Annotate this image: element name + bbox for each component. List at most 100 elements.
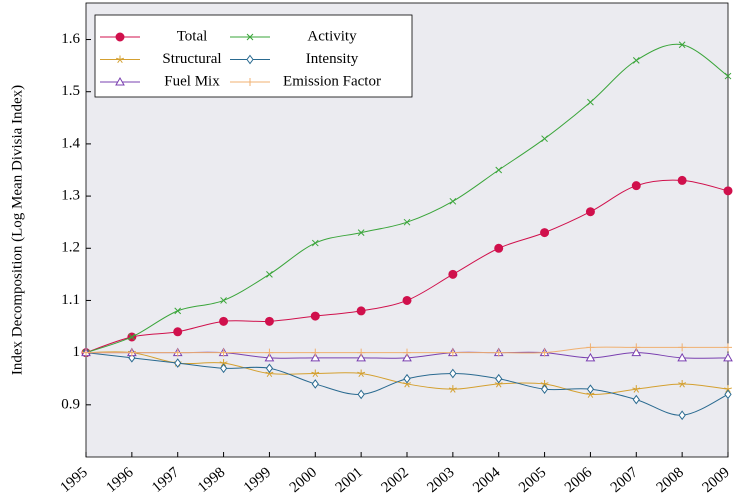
marker-shape xyxy=(115,32,125,42)
marker-shape xyxy=(220,297,227,304)
marker-shape xyxy=(723,352,733,362)
marker-shape xyxy=(402,295,412,305)
point xyxy=(585,207,595,217)
marker-shape xyxy=(678,410,686,421)
marker-shape xyxy=(311,379,319,389)
point xyxy=(356,306,366,316)
marker-shape xyxy=(585,352,596,362)
marker-shape xyxy=(265,363,274,374)
legend-label: Fuel Mix xyxy=(164,73,220,89)
point xyxy=(449,197,457,205)
point xyxy=(403,348,411,357)
x-tick-label: 1999 xyxy=(241,464,274,496)
x-tick-label: 2009 xyxy=(700,464,733,496)
marker-shape xyxy=(357,389,365,400)
legend-label: Structural xyxy=(162,51,221,67)
marker-shape xyxy=(495,373,503,384)
point xyxy=(723,352,733,362)
marker-shape xyxy=(587,98,594,106)
marker-shape xyxy=(494,243,504,253)
point xyxy=(219,316,229,326)
point xyxy=(495,373,503,384)
point xyxy=(587,98,594,106)
point xyxy=(220,297,227,304)
point xyxy=(631,347,642,357)
point xyxy=(631,181,641,191)
marker-shape xyxy=(246,33,254,41)
y-tick-label: 0.9 xyxy=(61,396,80,412)
point xyxy=(264,352,275,362)
x-tick-label: 1995 xyxy=(58,464,91,496)
point xyxy=(678,379,687,388)
point xyxy=(357,348,366,357)
point xyxy=(311,239,319,247)
point xyxy=(174,358,182,368)
point xyxy=(632,385,641,393)
point xyxy=(540,228,550,238)
point xyxy=(403,218,411,226)
point xyxy=(357,229,365,236)
marker-shape xyxy=(541,135,548,143)
x-tick-label: 2004 xyxy=(470,464,504,496)
marker-shape xyxy=(128,333,136,341)
legend-label: Activity xyxy=(307,28,357,44)
point xyxy=(115,32,125,42)
point xyxy=(586,384,595,394)
marker-shape xyxy=(540,348,549,357)
x-tick-label: 2008 xyxy=(654,464,687,496)
marker-shape xyxy=(173,348,182,357)
y-tick-label: 1.6 xyxy=(61,31,80,47)
marker-shape xyxy=(631,347,642,357)
point xyxy=(724,385,732,393)
point xyxy=(540,348,549,357)
point xyxy=(310,352,321,362)
marker-shape xyxy=(678,41,686,49)
marker-shape xyxy=(266,271,273,278)
marker-shape xyxy=(448,348,457,357)
marker-shape xyxy=(310,352,321,362)
marker-shape xyxy=(174,358,182,368)
point xyxy=(724,72,732,80)
marker-shape xyxy=(357,369,366,378)
marker-shape xyxy=(246,78,254,86)
point xyxy=(678,410,686,421)
marker-shape xyxy=(356,352,367,362)
point xyxy=(540,379,549,388)
marker-shape xyxy=(494,348,503,357)
marker-shape xyxy=(403,218,411,226)
marker-shape xyxy=(677,175,687,185)
point xyxy=(723,186,733,196)
marker-shape xyxy=(540,379,549,388)
point xyxy=(677,175,687,185)
marker-shape xyxy=(219,363,228,374)
point xyxy=(677,352,688,362)
point xyxy=(632,343,641,352)
legend-label: Intensity xyxy=(306,51,359,67)
marker-shape xyxy=(632,57,640,64)
point xyxy=(403,373,411,384)
marker-shape xyxy=(311,369,320,378)
marker-shape xyxy=(632,343,641,352)
marker-shape xyxy=(310,311,320,321)
y-axis-label: Index Decomposition (Log Mean Divisia In… xyxy=(9,85,25,375)
point xyxy=(678,343,687,352)
marker-shape xyxy=(264,316,274,326)
point xyxy=(448,269,458,279)
marker-shape xyxy=(127,348,136,357)
marker-shape xyxy=(219,348,228,357)
x-tick-label: 2000 xyxy=(287,464,320,496)
point xyxy=(266,271,273,278)
marker-shape xyxy=(116,55,124,64)
marker-shape xyxy=(586,384,595,394)
marker-shape xyxy=(632,385,641,393)
marker-shape xyxy=(724,385,732,393)
marker-shape xyxy=(632,394,640,405)
point xyxy=(678,41,686,49)
marker-shape xyxy=(82,348,90,357)
marker-shape xyxy=(540,384,549,394)
marker-shape xyxy=(724,389,732,400)
y-tick-label: 1.4 xyxy=(61,135,80,151)
point xyxy=(246,54,254,65)
point xyxy=(265,363,274,374)
point xyxy=(494,348,503,357)
